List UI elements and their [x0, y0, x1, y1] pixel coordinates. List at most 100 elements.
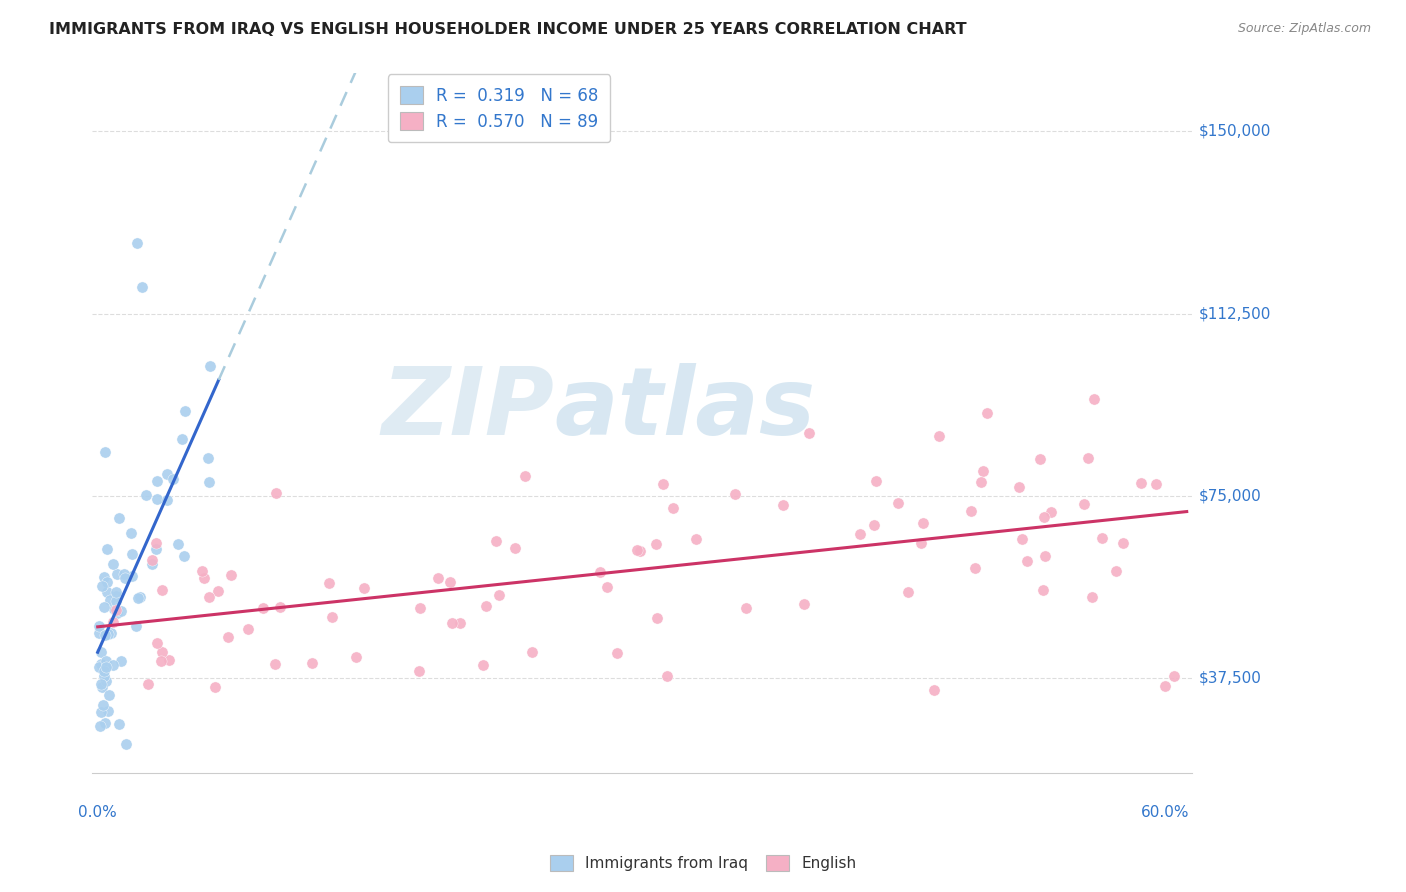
Point — [197, 451, 219, 466]
Point — [141, 557, 163, 571]
Point — [108, 717, 131, 731]
Point — [1112, 536, 1135, 550]
Point — [96, 575, 118, 590]
Point — [91, 579, 114, 593]
Point — [408, 664, 430, 678]
Point — [107, 566, 129, 581]
Point — [91, 663, 114, 677]
Point — [103, 557, 125, 571]
Point — [100, 625, 122, 640]
Point — [89, 618, 111, 632]
Point — [772, 498, 794, 512]
Point — [685, 532, 707, 546]
Point — [849, 527, 872, 541]
Point — [172, 433, 194, 447]
Point — [301, 656, 323, 670]
Point — [735, 600, 758, 615]
Point — [104, 589, 127, 603]
Point — [89, 718, 111, 732]
Point — [103, 602, 125, 616]
Point — [252, 600, 274, 615]
Point — [441, 615, 464, 630]
Text: Source: ZipAtlas.com: Source: ZipAtlas.com — [1237, 22, 1371, 36]
Point — [94, 628, 117, 642]
Text: ZIP: ZIP — [381, 363, 554, 455]
Point — [156, 467, 179, 482]
Point — [520, 645, 543, 659]
Point — [173, 549, 195, 564]
Point — [910, 536, 932, 550]
Point — [1091, 531, 1114, 545]
Point — [626, 542, 648, 557]
Point — [439, 575, 461, 590]
Point — [655, 669, 678, 683]
Point — [162, 472, 184, 486]
Point — [104, 585, 127, 599]
Point — [105, 607, 128, 621]
Point — [645, 537, 668, 551]
Point — [96, 659, 118, 673]
Point — [145, 542, 167, 557]
Point — [1033, 510, 1056, 524]
Point — [606, 646, 628, 660]
Point — [193, 571, 215, 585]
Point — [112, 567, 135, 582]
Point — [217, 630, 239, 644]
Point — [110, 605, 132, 619]
Point — [427, 571, 450, 585]
Point — [1008, 480, 1031, 494]
Point — [1073, 496, 1095, 510]
Point — [93, 669, 115, 683]
Point — [191, 564, 214, 578]
Point — [90, 645, 112, 659]
Point — [125, 619, 148, 633]
Point — [863, 517, 886, 532]
Point — [724, 487, 747, 501]
Point — [150, 583, 173, 598]
Text: $112,500: $112,500 — [1199, 306, 1271, 321]
Point — [96, 654, 118, 668]
Point — [157, 653, 180, 667]
Point — [972, 464, 994, 478]
Point — [121, 547, 143, 561]
Point — [1029, 452, 1052, 467]
Point — [104, 603, 127, 617]
Point — [96, 674, 118, 689]
Point — [1105, 564, 1128, 578]
Point — [93, 664, 115, 678]
Point — [264, 485, 287, 500]
Point — [449, 616, 471, 631]
Point — [128, 591, 150, 605]
Point — [505, 541, 527, 555]
Point — [146, 491, 169, 506]
Point — [1083, 392, 1105, 406]
Point — [91, 698, 114, 712]
Text: 0.0%: 0.0% — [79, 805, 117, 820]
Point — [198, 359, 221, 374]
Point — [89, 660, 111, 674]
Point — [135, 488, 157, 502]
Point — [96, 704, 118, 718]
Text: 60.0%: 60.0% — [1142, 805, 1189, 820]
Text: $150,000: $150,000 — [1199, 124, 1271, 139]
Point — [269, 599, 291, 614]
Point — [93, 599, 115, 614]
Point — [475, 599, 498, 613]
Point — [963, 560, 986, 574]
Point — [922, 683, 945, 698]
Point — [114, 571, 136, 585]
Point — [101, 658, 124, 673]
Point — [120, 526, 142, 541]
Text: $75,000: $75,000 — [1199, 489, 1263, 503]
Point — [166, 537, 188, 551]
Point — [150, 654, 173, 668]
Text: $37,500: $37,500 — [1199, 671, 1263, 686]
Point — [645, 611, 668, 625]
Point — [409, 601, 432, 615]
Point — [652, 477, 675, 491]
Point — [156, 492, 179, 507]
Point — [198, 475, 221, 489]
Legend: Immigrants from Iraq, English: Immigrants from Iraq, English — [544, 849, 862, 877]
Point — [91, 681, 114, 695]
Point — [129, 591, 152, 605]
